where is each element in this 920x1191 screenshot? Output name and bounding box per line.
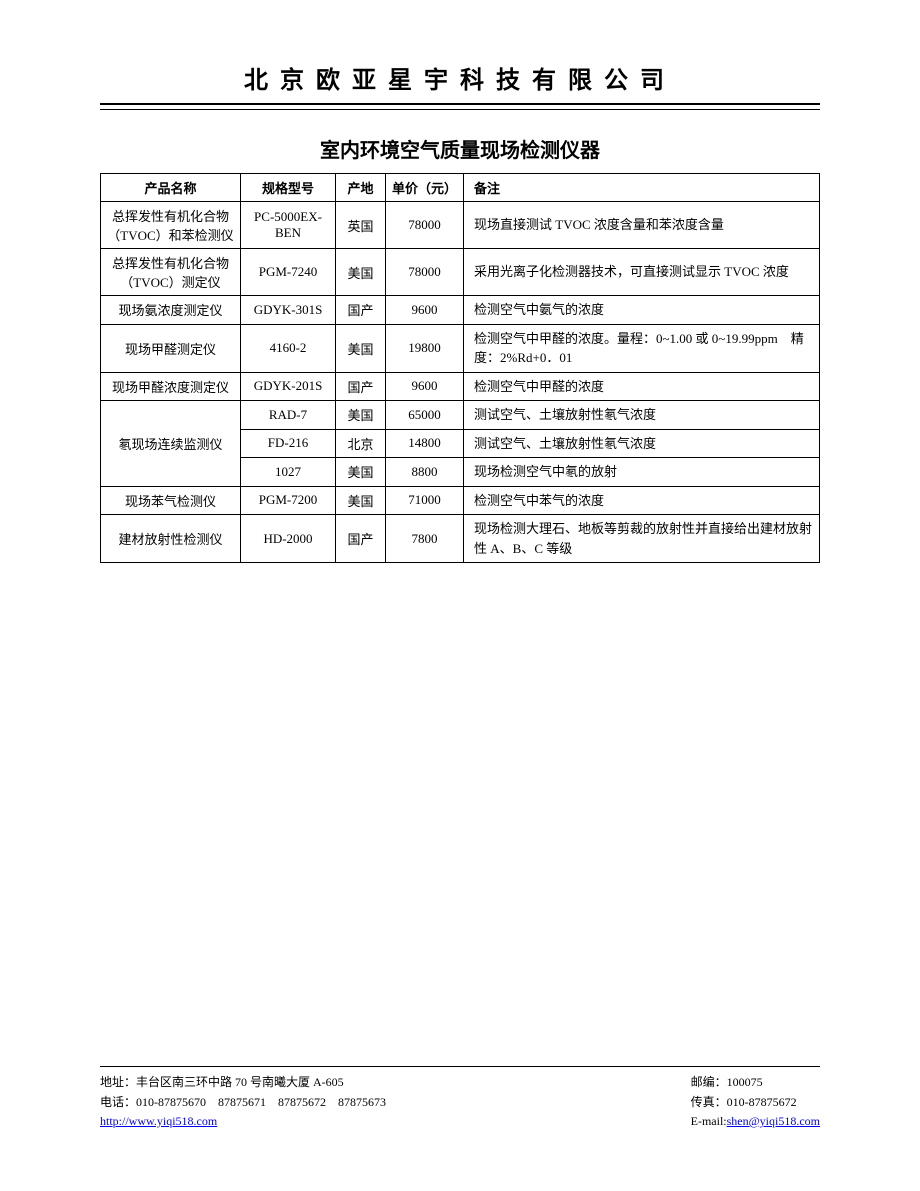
cell-price: 71000 <box>386 486 464 515</box>
cell-remark: 现场直接测试 TVOC 浓度含量和苯浓度含量 <box>464 202 820 249</box>
col-header-origin: 产地 <box>336 174 386 202</box>
col-header-remark: 备注 <box>464 174 820 202</box>
cell-remark: 检测空气中甲醛的浓度。量程：0~1.00 或 0~19.99ppm 精度：2%R… <box>464 324 820 372</box>
product-table: 产品名称 规格型号 产地 单价（元） 备注 总挥发性有机化合物（TVOC）和苯检… <box>100 173 820 563</box>
footer-email-line: E-mail:shen@yiqi518.com <box>691 1112 820 1131</box>
table-row: 总挥发性有机化合物（TVOC）和苯检测仪PC-5000EX-BEN英国78000… <box>101 202 820 249</box>
footer-email[interactable]: shen@yiqi518.com <box>727 1114 820 1128</box>
cell-name: 氡现场连续监测仪 <box>101 401 241 487</box>
company-header: 北京欧亚星宇科技有限公司 <box>100 60 820 105</box>
cell-model: GDYK-301S <box>241 296 336 325</box>
cell-name: 现场苯气检测仪 <box>101 486 241 515</box>
table-row: 现场氨浓度测定仪GDYK-301S国产9600检测空气中氨气的浓度 <box>101 296 820 325</box>
footer-postcode: 邮编：100075 <box>691 1073 820 1092</box>
cell-name: 现场甲醛测定仪 <box>101 324 241 372</box>
cell-model: PGM-7240 <box>241 249 336 296</box>
page-footer: 地址：丰台区南三环中路 70 号南曦大厦 A-605 电话：010-878756… <box>100 1066 820 1131</box>
cell-model: 4160-2 <box>241 324 336 372</box>
cell-name: 总挥发性有机化合物（TVOC）和苯检测仪 <box>101 202 241 249</box>
table-row: 现场甲醛浓度测定仪GDYK-201S国产9600检测空气中甲醛的浓度 <box>101 372 820 401</box>
cell-name: 现场氨浓度测定仪 <box>101 296 241 325</box>
col-header-name: 产品名称 <box>101 174 241 202</box>
cell-origin: 美国 <box>336 324 386 372</box>
cell-model: PC-5000EX-BEN <box>241 202 336 249</box>
footer-email-label: E-mail: <box>691 1114 727 1128</box>
cell-origin: 国产 <box>336 372 386 401</box>
table-row: 总挥发性有机化合物（TVOC）测定仪PGM-7240美国78000采用光离子化检… <box>101 249 820 296</box>
document-subtitle: 室内环境空气质量现场检测仪器 <box>100 134 820 163</box>
cell-price: 9600 <box>386 296 464 325</box>
cell-name: 总挥发性有机化合物（TVOC）测定仪 <box>101 249 241 296</box>
cell-price: 78000 <box>386 202 464 249</box>
cell-remark: 测试空气、土壤放射性氡气浓度 <box>464 429 820 458</box>
table-row: 氡现场连续监测仪RAD-7美国65000测试空气、土壤放射性氡气浓度 <box>101 401 820 430</box>
footer-url[interactable]: http://www.yiqi518.com <box>100 1114 217 1128</box>
footer-phone: 电话：010-87875670 87875671 87875672 878756… <box>100 1093 386 1112</box>
header-underline <box>100 109 820 110</box>
cell-model: FD-216 <box>241 429 336 458</box>
cell-origin: 美国 <box>336 458 386 487</box>
cell-origin: 美国 <box>336 486 386 515</box>
cell-origin: 国产 <box>336 515 386 563</box>
table-row: 现场苯气检测仪PGM-7200美国71000检测空气中苯气的浓度 <box>101 486 820 515</box>
cell-price: 7800 <box>386 515 464 563</box>
table-row: 建材放射性检测仪HD-2000国产7800现场检测大理石、地板等剪裁的放射性并直… <box>101 515 820 563</box>
cell-remark: 采用光离子化检测器技术，可直接测试显示 TVOC 浓度 <box>464 249 820 296</box>
cell-model: PGM-7200 <box>241 486 336 515</box>
cell-price: 14800 <box>386 429 464 458</box>
table-header-row: 产品名称 规格型号 产地 单价（元） 备注 <box>101 174 820 202</box>
col-header-model: 规格型号 <box>241 174 336 202</box>
table-row: 现场甲醛测定仪4160-2美国19800检测空气中甲醛的浓度。量程：0~1.00… <box>101 324 820 372</box>
footer-right: 邮编：100075 传真：010-87875672 E-mail:shen@yi… <box>691 1073 820 1131</box>
cell-price: 19800 <box>386 324 464 372</box>
cell-origin: 美国 <box>336 249 386 296</box>
cell-price: 65000 <box>386 401 464 430</box>
cell-remark: 检测空气中苯气的浓度 <box>464 486 820 515</box>
cell-model: RAD-7 <box>241 401 336 430</box>
footer-left: 地址：丰台区南三环中路 70 号南曦大厦 A-605 电话：010-878756… <box>100 1073 386 1131</box>
cell-remark: 现场检测大理石、地板等剪裁的放射性并直接给出建材放射性 A、B、C 等级 <box>464 515 820 563</box>
cell-remark: 测试空气、土壤放射性氡气浓度 <box>464 401 820 430</box>
cell-name: 现场甲醛浓度测定仪 <box>101 372 241 401</box>
cell-price: 8800 <box>386 458 464 487</box>
cell-origin: 北京 <box>336 429 386 458</box>
cell-model: HD-2000 <box>241 515 336 563</box>
cell-price: 9600 <box>386 372 464 401</box>
cell-origin: 英国 <box>336 202 386 249</box>
cell-remark: 检测空气中氨气的浓度 <box>464 296 820 325</box>
cell-name: 建材放射性检测仪 <box>101 515 241 563</box>
cell-remark: 检测空气中甲醛的浓度 <box>464 372 820 401</box>
cell-model: 1027 <box>241 458 336 487</box>
col-header-price: 单价（元） <box>386 174 464 202</box>
cell-origin: 国产 <box>336 296 386 325</box>
cell-remark: 现场检测空气中氡的放射 <box>464 458 820 487</box>
footer-address: 地址：丰台区南三环中路 70 号南曦大厦 A-605 <box>100 1073 386 1092</box>
footer-fax: 传真：010-87875672 <box>691 1093 820 1112</box>
cell-price: 78000 <box>386 249 464 296</box>
cell-model: GDYK-201S <box>241 372 336 401</box>
cell-origin: 美国 <box>336 401 386 430</box>
